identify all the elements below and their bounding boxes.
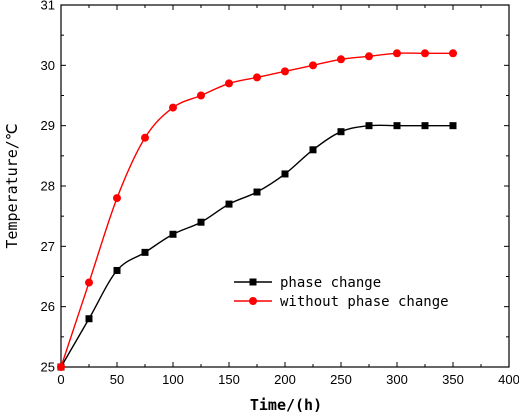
- x-tick-label: 350: [442, 372, 464, 387]
- data-point: [197, 91, 205, 100]
- series-2: [57, 49, 457, 371]
- data-point: [393, 49, 401, 58]
- x-tick-label: 100: [162, 372, 184, 387]
- data-point: [85, 315, 93, 323]
- data-point: [113, 194, 121, 203]
- x-tick-label: 400: [498, 372, 519, 387]
- x-axis-title: Time/(h): [250, 396, 322, 414]
- data-point: [169, 103, 177, 112]
- axes: 0 50 100 150 200 250 300 350 400 25 26 27 28 29 30 31: [41, 0, 519, 387]
- y-tick-label: 25: [41, 360, 55, 375]
- data-point: [197, 218, 205, 226]
- data-point: [337, 55, 345, 64]
- data-point: [421, 49, 429, 58]
- data-point: [309, 61, 317, 70]
- y-tick-label: 30: [41, 58, 55, 73]
- data-point: [169, 230, 177, 238]
- data-point: [141, 248, 149, 256]
- y-tick-label: 26: [41, 299, 55, 314]
- y-axis-title: Temperature/℃: [3, 123, 21, 248]
- data-point: [393, 122, 401, 130]
- x-tick-label: 150: [218, 372, 240, 387]
- series-layer: [57, 49, 457, 371]
- data-point: [253, 73, 261, 82]
- data-point: [449, 49, 457, 58]
- y-tick-label: 27: [41, 239, 55, 254]
- legend-label: without phase change: [280, 294, 449, 310]
- legend-marker: [249, 297, 257, 305]
- x-tick-label: 250: [330, 372, 352, 387]
- data-point: [281, 67, 289, 76]
- legend: phase change without phase change: [234, 275, 449, 310]
- data-point: [253, 188, 261, 196]
- series-line: [60, 124, 453, 368]
- data-point: [309, 146, 317, 154]
- y-tick-label: 31: [41, 0, 55, 13]
- data-point: [57, 363, 65, 371]
- plot-frame: [60, 4, 510, 368]
- x-tick-label: 200: [274, 372, 296, 387]
- legend-label: phase change: [280, 275, 381, 291]
- data-point: [281, 170, 289, 178]
- y-tick-label: 29: [41, 118, 55, 133]
- data-point: [113, 266, 121, 274]
- data-point: [225, 79, 233, 88]
- data-point: [449, 122, 457, 130]
- data-point: [365, 122, 373, 130]
- data-point: [225, 200, 233, 208]
- data-point: [141, 133, 149, 142]
- x-tick-label: 0: [57, 372, 64, 387]
- data-point: [421, 122, 429, 130]
- x-tick-label: 50: [110, 372, 124, 387]
- data-point: [365, 52, 373, 61]
- series-1: [57, 122, 457, 371]
- data-point: [337, 128, 345, 136]
- data-point: [85, 278, 93, 287]
- y-tick-label: 28: [41, 179, 55, 194]
- series-line: [60, 52, 453, 368]
- x-tick-label: 300: [386, 372, 408, 387]
- legend-marker: [249, 278, 257, 286]
